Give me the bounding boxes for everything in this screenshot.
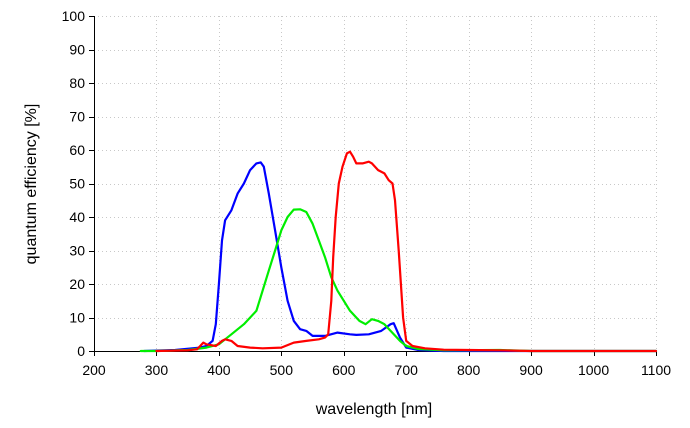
y-tick-label-50: 50	[69, 176, 85, 192]
x-tick-label-300: 300	[145, 362, 169, 378]
series-group	[139, 150, 658, 353]
y-tick-label-20: 20	[69, 276, 85, 292]
y-tick-label-100: 100	[62, 8, 86, 24]
red-series-line	[155, 150, 658, 353]
y-tick-label-60: 60	[69, 142, 85, 158]
y-tick-label-90: 90	[69, 42, 85, 58]
y-tick-label-10: 10	[69, 310, 85, 326]
y-tick-label-0: 0	[77, 343, 85, 359]
x-tick-label-200: 200	[82, 362, 106, 378]
x-tick-label-400: 400	[207, 362, 231, 378]
x-tick-label-1000: 1000	[578, 362, 609, 378]
y-axis-title: quantum efficiency [%]	[23, 104, 40, 265]
x-tick-label-700: 700	[395, 362, 419, 378]
x-tick-label-500: 500	[270, 362, 294, 378]
x-tick-label-1100: 1100	[641, 362, 671, 378]
y-tick-label-30: 30	[69, 243, 85, 259]
x-axis-title: wavelength [nm]	[315, 401, 433, 418]
y-tick-label-70: 70	[69, 109, 85, 125]
x-tick-label-800: 800	[457, 362, 481, 378]
x-tick-label-600: 600	[332, 362, 356, 378]
grid	[94, 16, 657, 351]
x-tick-label-900: 900	[519, 362, 543, 378]
green-series-line	[139, 208, 658, 353]
axes	[89, 16, 657, 356]
y-tick-label-40: 40	[69, 209, 85, 225]
blue-series-line	[142, 161, 658, 353]
y-tick-label-80: 80	[69, 75, 85, 91]
tick-labels: 200 300 400 500 600 700 800 900 1000 1100 0 10 20 30 4…	[62, 8, 672, 378]
